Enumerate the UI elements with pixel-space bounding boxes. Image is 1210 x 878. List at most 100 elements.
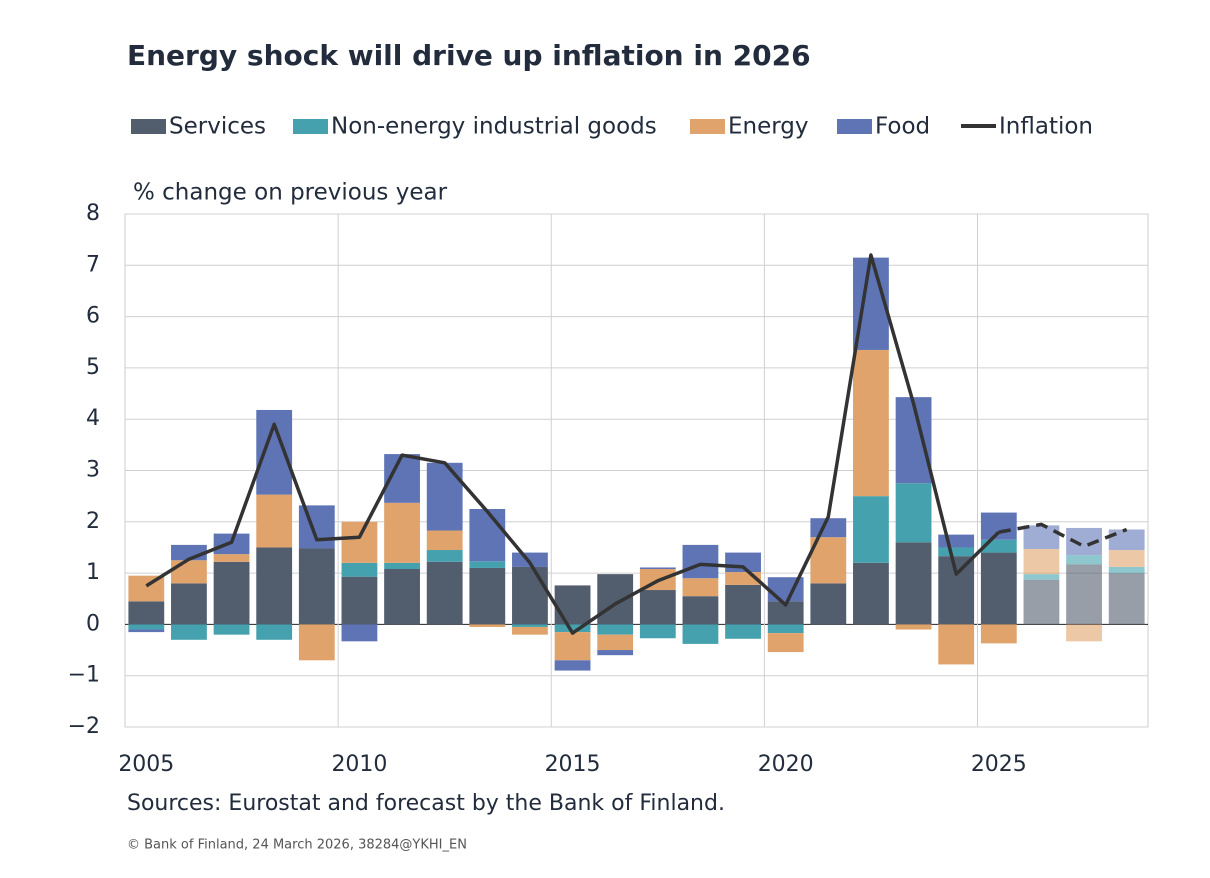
bar xyxy=(853,562,889,625)
bar xyxy=(469,508,506,562)
bar xyxy=(767,624,804,634)
legend-swatch xyxy=(293,119,328,134)
bar xyxy=(853,496,889,563)
bar xyxy=(512,626,548,635)
bar xyxy=(682,544,719,579)
y-tick-label: 7 xyxy=(86,252,100,277)
bar xyxy=(554,632,591,661)
x-tick-label: 2020 xyxy=(758,752,814,777)
bar xyxy=(682,624,719,644)
bar xyxy=(810,518,847,538)
bar xyxy=(725,624,761,639)
bar xyxy=(128,624,165,630)
bar xyxy=(895,624,932,630)
y-tick-label: 0 xyxy=(86,611,100,636)
bar xyxy=(853,349,889,497)
bar xyxy=(426,462,463,531)
bar xyxy=(469,624,506,627)
bar xyxy=(895,542,932,625)
bar xyxy=(1108,566,1145,574)
bar xyxy=(128,601,165,625)
x-tick-label: 2025 xyxy=(971,752,1027,777)
bar xyxy=(682,578,719,597)
bar xyxy=(1023,579,1060,625)
bar xyxy=(810,583,847,625)
x-tick-label: 2015 xyxy=(545,752,601,777)
x-tick-label: 2005 xyxy=(118,752,174,777)
bar xyxy=(980,624,1017,644)
bar xyxy=(128,629,165,633)
bar xyxy=(426,530,463,551)
y-tick-label: −1 xyxy=(68,663,100,688)
bar xyxy=(171,583,207,625)
y-tick-label: 4 xyxy=(86,406,100,431)
bar xyxy=(1066,624,1102,642)
bar xyxy=(512,552,548,567)
bar xyxy=(213,624,250,635)
bar xyxy=(1108,573,1145,625)
legend-label: Non-energy industrial goods xyxy=(331,114,657,140)
bar xyxy=(298,505,335,549)
bar xyxy=(512,566,548,625)
bar xyxy=(384,502,420,563)
bar xyxy=(256,547,293,625)
bar xyxy=(1023,525,1060,549)
bar xyxy=(341,576,378,625)
bar xyxy=(341,562,378,577)
bar xyxy=(213,554,250,562)
bar xyxy=(298,548,335,625)
bar xyxy=(1066,564,1102,625)
y-tick-label: 3 xyxy=(86,458,100,483)
bar xyxy=(171,560,207,584)
bar xyxy=(938,547,975,557)
bar xyxy=(597,624,634,635)
bar xyxy=(341,521,378,563)
line xyxy=(145,253,1001,635)
legend-label: Food xyxy=(875,114,930,140)
bar xyxy=(1108,550,1145,567)
bar xyxy=(725,584,761,625)
line xyxy=(998,522,1128,549)
bar xyxy=(1066,555,1102,565)
legend-label: Inflation xyxy=(999,114,1093,140)
y-axis-label: % change on previous year xyxy=(133,180,448,206)
legend-label: Energy xyxy=(728,114,809,140)
bar xyxy=(639,624,676,639)
y-tick-label: 2 xyxy=(86,509,100,534)
bar xyxy=(512,624,548,627)
bar xyxy=(938,534,975,548)
bar xyxy=(1108,529,1145,551)
x-tick-label: 2010 xyxy=(331,752,387,777)
legend-swatch xyxy=(690,119,725,134)
bar xyxy=(213,561,250,625)
bar xyxy=(1023,548,1060,575)
bar xyxy=(554,585,591,625)
bar xyxy=(341,624,378,642)
bar xyxy=(298,624,335,661)
bar xyxy=(426,561,463,625)
bar xyxy=(682,596,719,625)
credit: © Bank of Finland, 24 March 2026, 38284@… xyxy=(127,838,467,853)
bar xyxy=(384,568,420,625)
legend-swatch xyxy=(837,119,872,134)
bar xyxy=(597,650,634,656)
bar xyxy=(171,624,207,640)
y-tick-label: 8 xyxy=(86,201,100,226)
bar xyxy=(469,561,506,568)
chart-title: Energy shock will drive up inflation in … xyxy=(127,39,811,72)
bar xyxy=(980,512,1017,540)
bar xyxy=(938,624,975,665)
y-tick-label: 5 xyxy=(86,355,100,380)
bar xyxy=(938,556,975,625)
bar xyxy=(256,494,293,548)
y-tick-label: 1 xyxy=(86,560,100,585)
bar xyxy=(384,562,420,569)
bar xyxy=(554,660,591,671)
bar xyxy=(256,624,293,640)
legend-label: Services xyxy=(169,114,266,140)
bar xyxy=(469,567,506,625)
bar xyxy=(1023,574,1060,580)
y-tick-label: −2 xyxy=(68,714,100,739)
y-tick-label: 6 xyxy=(86,304,100,329)
